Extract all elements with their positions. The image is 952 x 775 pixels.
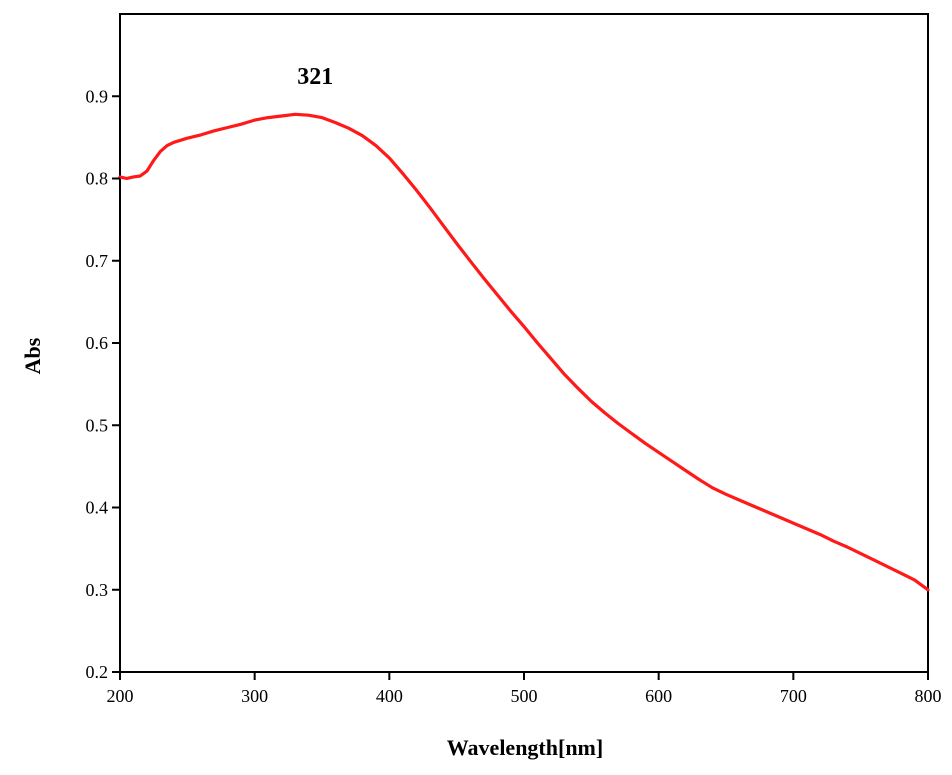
y-tick-label: 0.7 [86,251,109,271]
y-tick-label: 0.8 [86,169,109,189]
plot-frame [119,13,929,673]
plot-layer [118,13,930,673]
x-axis-ticks: 200 300 400 500 600 700 800 [107,672,942,706]
y-tick-label: 0.4 [86,498,109,518]
x-tick-label: 600 [645,686,672,706]
y-tick-label: 0.3 [86,580,109,600]
peak-annotation: 321 [297,64,333,90]
x-axis-title: Wavelength[nm] [447,735,603,760]
y-tick-label: 0.5 [86,415,109,435]
x-tick-label: 800 [915,686,942,706]
x-tick-label: 300 [241,686,268,706]
y-tick-label: 0.6 [86,333,109,353]
x-tick-label: 400 [376,686,403,706]
x-tick-label: 200 [107,686,134,706]
y-axis-ticks: 0.2 0.3 0.4 0.5 0.6 0.7 0.8 0.9 [86,86,120,682]
annotations: 321 [297,64,333,90]
y-tick-label: 0.2 [86,662,109,682]
y-tick-label: 0.9 [86,86,109,106]
x-tick-label: 700 [780,686,807,706]
x-tick-label: 500 [511,686,538,706]
series-line [118,112,930,592]
y-axis-title: Abs [20,337,45,374]
